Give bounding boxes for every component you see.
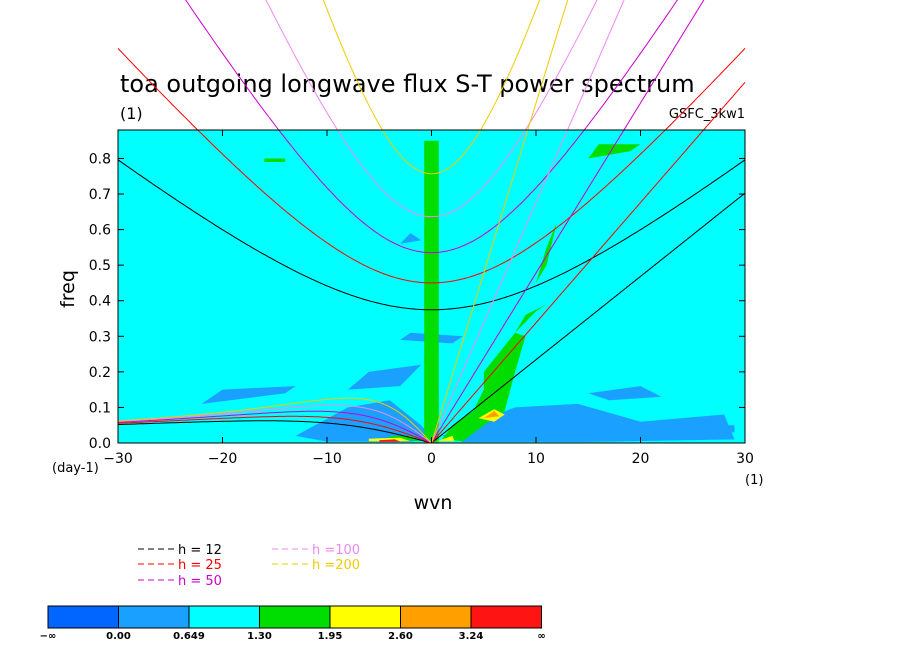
x-tick-label: −20 (208, 451, 238, 467)
colorbar-label: −∞ (40, 631, 57, 642)
x-tick-label: 20 (632, 451, 650, 467)
chart-units-label: (1) (120, 104, 143, 123)
colorbar-label: 1.95 (318, 631, 343, 642)
y-tick-label: 0.2 (89, 365, 111, 381)
colorbar-swatch (119, 606, 190, 628)
x-tick-label: 30 (736, 451, 754, 467)
legend-label: h =100 (312, 543, 360, 558)
colorbar-swatch (48, 606, 119, 628)
colorbar-label: 1.30 (247, 631, 272, 642)
colorbar-label: ∞ (537, 631, 545, 642)
y-tick-label: 0.3 (89, 329, 111, 345)
x-units-label: (1) (745, 473, 763, 488)
chart-title: toa outgoing longwave flux S-T power spe… (120, 70, 695, 98)
y-tick-label: 0.1 (89, 400, 111, 416)
contour-region-13 (264, 159, 285, 163)
colorbar-swatch (401, 606, 472, 628)
y-tick-label: 0.6 (89, 223, 111, 239)
x-tick-label: 10 (527, 451, 545, 467)
colorbar-swatch (330, 606, 401, 628)
legend-label: h = 50 (178, 574, 222, 589)
colorbar-label: 2.60 (388, 631, 413, 642)
colorbar-swatch (189, 606, 260, 628)
colorbar-label: 0.00 (106, 631, 131, 642)
legend-label: h = 25 (178, 558, 222, 573)
chart: toa outgoing longwave flux S-T power spe… (0, 0, 904, 654)
y-tick-label: 0.0 (89, 436, 111, 452)
colorbar-label: 3.24 (459, 631, 484, 642)
colorbar: −∞ 0.00 0.649 1.30 1.95 2.60 3.24 ∞ (40, 606, 546, 642)
x-axis-label: wvn (414, 492, 453, 514)
y-tick-label: 0.5 (89, 258, 111, 274)
y-tick-label: 0.7 (89, 187, 111, 203)
y-tick-label: 0.4 (89, 294, 111, 310)
x-tick-label: 0 (427, 451, 436, 467)
y-tick-label: 0.8 (89, 151, 111, 167)
contour-region-8 (424, 141, 439, 443)
y-units-label: (day-1) (52, 461, 99, 476)
colorbar-label: 0.649 (173, 631, 205, 642)
legend-label: h =200 (312, 558, 360, 573)
colorbar-swatch (260, 606, 331, 628)
x-tick-label: −10 (312, 451, 342, 467)
colorbar-swatch (471, 606, 542, 628)
x-tick-label: −30 (103, 451, 133, 467)
legend-label: h = 12 (178, 543, 222, 558)
y-axis-label: freq (57, 270, 79, 308)
